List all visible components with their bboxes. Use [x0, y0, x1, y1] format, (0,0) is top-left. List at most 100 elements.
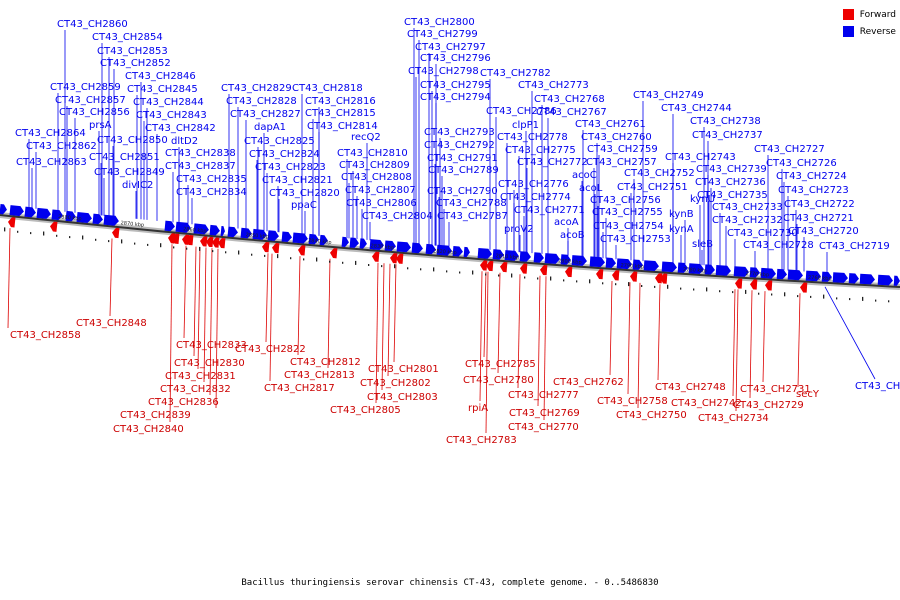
reverse-gene-label: CT43_CH2806 — [346, 198, 417, 209]
gene-arrow — [632, 259, 643, 270]
reverse-gene-label: CT43_CH2733 — [712, 202, 783, 213]
reverse-gene-label: kynA — [669, 224, 694, 235]
leader-line — [327, 258, 331, 369]
reverse-gene-label: CT43_CH2760 — [581, 132, 652, 143]
gene-arrow — [560, 254, 571, 265]
leader-line — [749, 290, 753, 399]
leader-line — [637, 282, 641, 409]
leader-line — [203, 247, 207, 383]
leader-line — [485, 271, 489, 434]
reverse-gene-label: CT43_CH2809 — [339, 160, 410, 171]
reverse-gene-label: CT43_CH2838 — [165, 148, 236, 159]
scale-dot — [290, 257, 292, 260]
reverse-gene-label: CT43_CH2798 — [408, 66, 479, 77]
scale-dot — [4, 227, 6, 232]
gene-arrow — [859, 273, 875, 285]
forward-label-leaders — [7, 228, 801, 434]
gene-arrow — [776, 268, 787, 280]
forward-gene-label: CT43_CH2822 — [235, 344, 306, 355]
gene-arrow — [479, 260, 488, 271]
reverse-gene-label: CT43_CH2735 — [697, 190, 768, 201]
gene-arrow — [848, 273, 859, 284]
scale-dot — [355, 260, 357, 265]
gene-arrow — [544, 253, 560, 264]
reverse-gene-label: CT43_CH2744 — [661, 103, 732, 114]
gene-arrow — [605, 257, 616, 268]
reverse-gene-label: CT43_CH2728 — [743, 240, 814, 251]
reverse-gene-label: acoB — [560, 230, 585, 241]
reverse-gene-labels: CT43_CH2860CT43_CH2854CT43_CH2853CT43_CH… — [15, 17, 900, 392]
legend: Forward Reverse — [842, 6, 896, 40]
reverse-gene-label: CT43_CH2821 — [262, 175, 333, 186]
scale-dot — [472, 270, 474, 275]
reverse-gene-label: recQ2 — [351, 132, 381, 143]
gene-arrow — [220, 225, 225, 237]
reverse-gene-label: CT43_CH2844 — [133, 97, 204, 108]
leader-line — [269, 253, 273, 382]
tick-label: 2860 kbp — [183, 226, 207, 234]
reverse-gene-label: CT43_CH2845 — [127, 84, 198, 95]
leader-line — [657, 284, 661, 381]
reverse-gene-label: CT43_CH2852 — [100, 58, 171, 69]
gene-arrow — [7, 217, 16, 228]
tick-label: 2810 kbp — [495, 253, 519, 261]
gene-arrow — [595, 269, 604, 280]
gene-arrow — [612, 270, 620, 281]
tick-label: 2830 kbp — [370, 243, 394, 251]
gene-arrow — [205, 236, 214, 248]
leader-line — [543, 276, 547, 421]
gene-arrow — [164, 220, 175, 232]
gene-arrow — [539, 264, 548, 276]
forward-gene-label: CT43_CH2769 — [509, 408, 580, 419]
gene-arrow — [787, 269, 803, 281]
scale-dot — [459, 271, 461, 274]
reverse-gene-label: CT43_CH2775 — [505, 145, 576, 156]
leader-line — [215, 248, 219, 409]
leader-line — [387, 263, 391, 377]
forward-gene-label: CT43_CH2777 — [508, 390, 579, 401]
gene-arrow — [877, 274, 893, 286]
gene-arrow — [733, 266, 749, 277]
scale-dot — [173, 246, 175, 249]
gene-arrow — [661, 261, 677, 273]
gene-arrow — [240, 227, 252, 239]
legend-forward: Forward — [842, 6, 896, 23]
leader-line — [7, 228, 11, 329]
scale-dot — [446, 270, 448, 273]
scale-dot — [17, 230, 19, 233]
forward-gene-label: CT43_CH2848 — [76, 318, 147, 329]
reverse-gene-label: CT43_CH2738 — [690, 116, 761, 127]
scale-dot — [745, 289, 747, 294]
reverse-gene-label: CT43_CH2786 — [486, 106, 557, 117]
reverse-gene-label: CT43_CH2720 — [788, 226, 859, 237]
gene-arrow — [297, 245, 306, 256]
reverse-gene-label: CT43_CH2722 — [784, 199, 855, 210]
reverse-gene-label: CT43_CH2827 — [230, 109, 301, 120]
tick-label: 2770 kbp — [745, 271, 769, 278]
leader-line — [627, 282, 631, 395]
forward-gene-labels: CT43_CH2858CT43_CH2848CT43_CH2833CT43_CH… — [10, 318, 820, 446]
reverse-gene-label: CT43_CH2755 — [592, 207, 663, 218]
scale-dot — [394, 264, 396, 269]
reverse-gene-label: CT43_CH2862 — [26, 141, 97, 152]
forward-gene-label: CT43_CH2832 — [160, 384, 231, 395]
gene-arrow — [9, 205, 24, 217]
scale-dot — [576, 280, 578, 283]
forward-gene-label: CT43_CH2762 — [553, 377, 624, 388]
reverse-gene-label: acoC — [572, 170, 597, 181]
gene-arrow — [411, 242, 423, 254]
gene-arrow — [389, 253, 398, 264]
reverse-gene-label: CT43_CH2793 — [424, 127, 495, 138]
reverse-gene-label: CT43_CH2718 — [855, 381, 900, 392]
scale-dot — [121, 239, 123, 244]
gene-arrow — [308, 233, 319, 245]
reverse-gene-label: CT43_CH2824 — [249, 149, 320, 160]
gene-arrow — [655, 273, 663, 284]
gene-arrow — [384, 240, 396, 251]
forward-gene-label: CT43_CH2729 — [733, 400, 804, 411]
tick-marks: 2880 kbp 2870 kbp 2860 kbp 2850 kbp 2840 kbp… — [4, 214, 890, 303]
gene-arrow — [893, 275, 900, 286]
gene-arrow — [749, 267, 760, 278]
reverse-gene-label: CT43_CH2772 — [517, 157, 588, 168]
forward-gene-label: CT43_CH2833 — [176, 340, 247, 351]
